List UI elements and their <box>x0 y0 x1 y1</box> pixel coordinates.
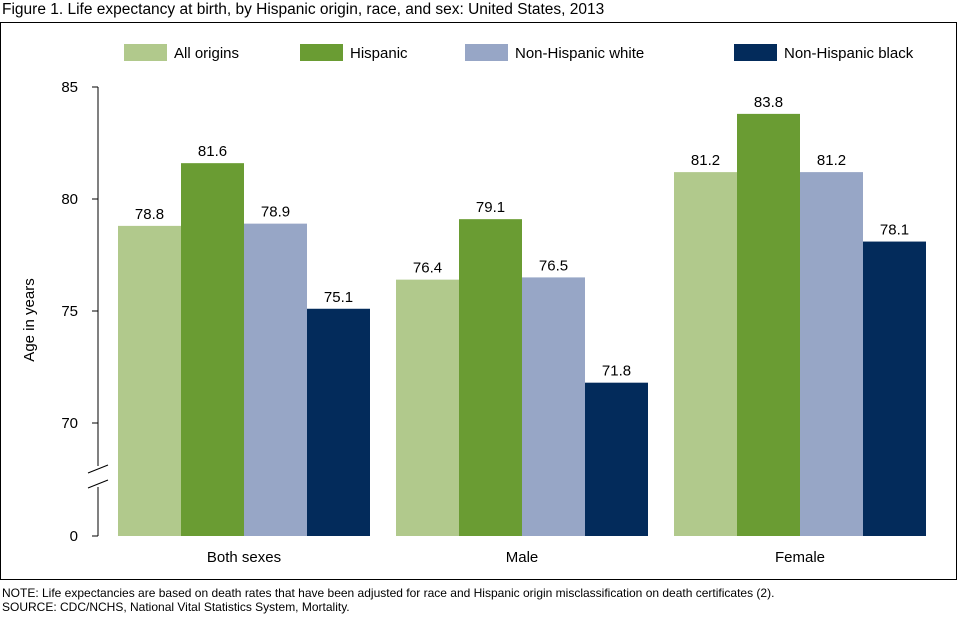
bars <box>118 113 926 536</box>
data-label: 81.2 <box>817 152 846 169</box>
data-label: 78.8 <box>135 206 164 223</box>
data-label: 76.5 <box>539 257 568 274</box>
y-axis: 85 80 75 70 0 <box>61 79 109 545</box>
legend-label: All origins <box>174 45 239 62</box>
category-labels: Both sexes Male Female <box>207 549 825 566</box>
data-label: 76.4 <box>413 260 442 277</box>
bar <box>863 241 926 536</box>
legend-swatch <box>465 44 508 61</box>
bar <box>800 172 863 536</box>
figure-title: Figure 1. Life expectancy at birth, by H… <box>2 1 605 18</box>
legend-swatch <box>300 44 343 61</box>
category-label: Female <box>775 549 825 566</box>
data-label: 81.2 <box>691 152 720 169</box>
bar <box>459 219 522 536</box>
bar <box>307 308 370 536</box>
legend: All origins Hispanic Non-Hispanic white Non… <box>124 44 914 62</box>
chart-frame <box>0 22 957 580</box>
legend-swatch <box>124 44 167 61</box>
bar <box>396 279 459 536</box>
y-axis-title: Age in years <box>21 278 38 361</box>
data-label: 79.1 <box>476 199 505 216</box>
data-label: 78.9 <box>261 204 290 221</box>
data-labels: 78.8 81.6 78.9 75.1 76.4 79.1 76.5 71.8 81.2 83.8… <box>135 94 909 380</box>
data-label: 81.6 <box>198 143 227 160</box>
bar <box>585 382 648 536</box>
category-label: Both sexes <box>207 549 281 566</box>
axis-break-mark <box>87 464 109 474</box>
y-tick-label: 80 <box>61 191 78 208</box>
axis-break-mark <box>87 479 109 489</box>
bar <box>244 223 307 536</box>
legend-swatch <box>734 44 777 61</box>
bar <box>181 163 244 536</box>
y-tick-label: 0 <box>70 528 78 545</box>
source-text: SOURCE: CDC/NCHS, National Vital Statist… <box>2 600 350 614</box>
bar <box>674 172 737 536</box>
bar <box>737 113 800 536</box>
notes: NOTE: Life expectancies are based on dea… <box>2 586 774 614</box>
category-label: Male <box>506 549 539 566</box>
data-label: 75.1 <box>324 289 353 306</box>
note-text: NOTE: Life expectancies are based on dea… <box>2 586 775 600</box>
y-tick-label: 70 <box>61 415 78 432</box>
bar <box>118 225 181 536</box>
legend-label: Non-Hispanic black <box>784 45 914 62</box>
y-tick-label: 85 <box>61 79 78 96</box>
data-label: 71.8 <box>602 363 631 380</box>
data-label: 78.1 <box>880 222 909 239</box>
bar <box>522 277 585 536</box>
legend-label: Hispanic <box>350 45 408 62</box>
y-tick-label: 75 <box>61 303 78 320</box>
legend-label: Non-Hispanic white <box>515 45 644 62</box>
data-label: 83.8 <box>754 94 783 111</box>
